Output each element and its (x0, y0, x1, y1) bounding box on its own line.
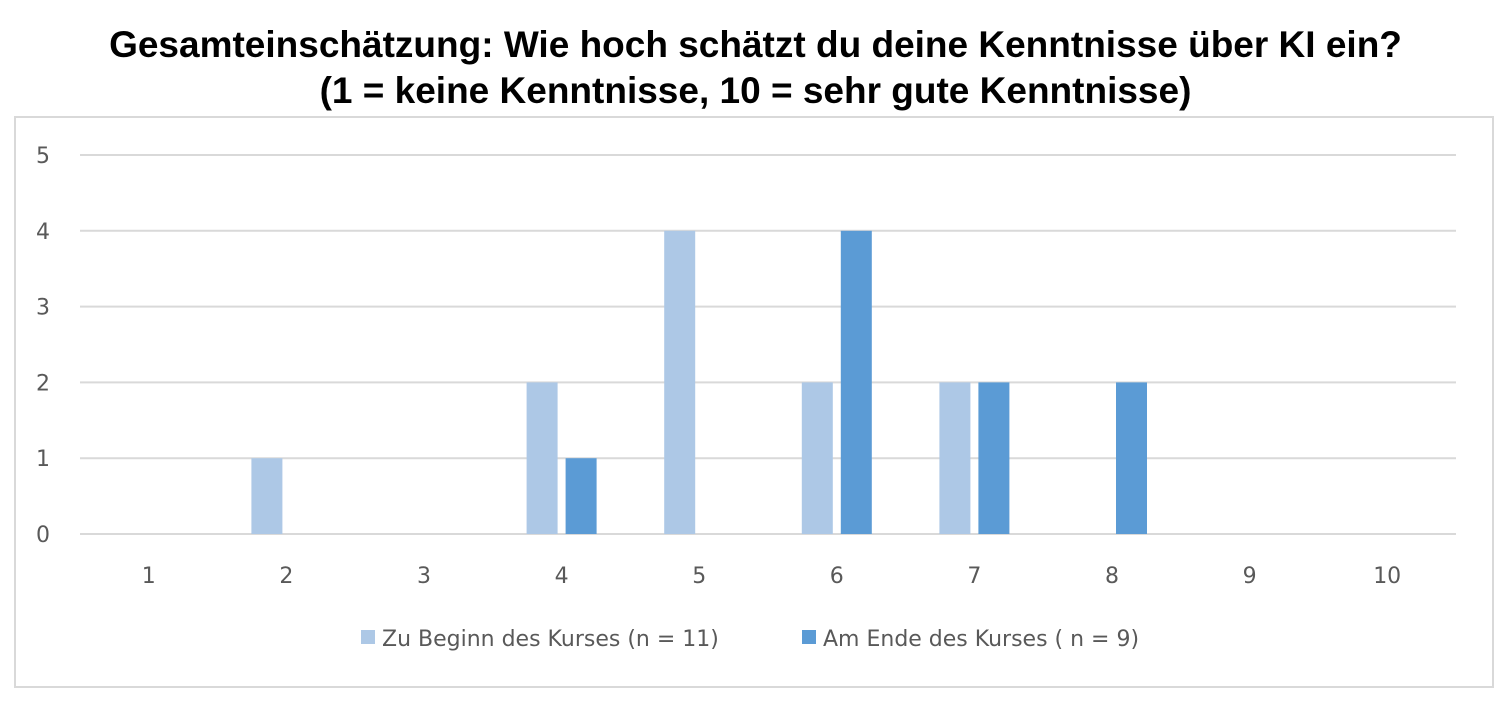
chart-title-line-1: Gesamteinschätzung: Wie hoch schätzt du … (109, 24, 1402, 65)
legend-label: Zu Beginn des Kurses (n = 11) (382, 627, 719, 652)
legend: Zu Beginn des Kurses (n = 11) Am Ende des… (361, 627, 1139, 652)
legend-swatch (361, 630, 375, 644)
bar-beginn-4 (526, 382, 558, 534)
x-tick-label: 8 (1105, 564, 1119, 589)
chart-title: Gesamteinschätzung: Wie hoch schätzt du … (0, 22, 1511, 114)
bar-ende-6 (840, 230, 872, 535)
x-tick-label: 3 (417, 564, 431, 589)
x-tick-label: 5 (692, 564, 706, 589)
bar-ende-8 (1116, 382, 1147, 534)
bar-beginn-5 (664, 230, 696, 535)
y-tick-label: 5 (36, 144, 50, 169)
bar-beginn-6 (801, 382, 833, 534)
y-tick-label: 4 (36, 220, 50, 245)
bar-ende-4 (565, 458, 597, 534)
chart-title-line-2: (1 = keine Kenntnisse, 10 = sehr gute Ke… (319, 70, 1192, 111)
legend-label: Am Ende des Kurses ( n = 9) (823, 627, 1139, 652)
y-tick-label: 3 (36, 296, 50, 321)
x-tick-label: 9 (1243, 564, 1257, 589)
y-tick-label: 0 (36, 523, 50, 548)
bars (251, 230, 1147, 535)
gridlines (80, 154, 1456, 535)
x-axis-ticks: 1 2 3 4 5 6 7 8 9 10 (142, 564, 1401, 589)
x-tick-label: 10 (1373, 564, 1401, 589)
x-tick-label: 2 (279, 564, 293, 589)
bar-ende-7 (978, 382, 1010, 534)
y-tick-label: 1 (36, 447, 50, 472)
legend-swatch (802, 630, 816, 644)
y-tick-label: 2 (36, 371, 50, 396)
x-tick-label: 4 (555, 564, 569, 589)
x-tick-label: 7 (967, 564, 981, 589)
chart-frame (14, 116, 1494, 688)
x-tick-label: 1 (142, 564, 156, 589)
bar-beginn-2 (251, 458, 283, 534)
x-tick-label: 6 (830, 564, 844, 589)
y-axis-ticks: 0 1 2 3 4 5 (36, 144, 50, 548)
bar-beginn-7 (939, 382, 971, 534)
